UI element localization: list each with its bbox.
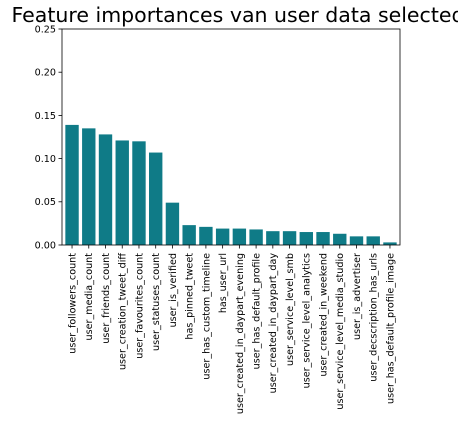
x-tick-label: user_created_in_weekend	[318, 253, 329, 377]
x-tick-label: user_is_advertiser	[352, 253, 363, 340]
x-tick-label: user_media_count	[84, 253, 95, 341]
x-tick-label: user_has_custom_timeline	[201, 253, 212, 380]
y-tick-label: 0.20	[35, 68, 56, 79]
x-tick-label: user_followers_count	[67, 253, 78, 354]
bar	[132, 141, 146, 245]
x-tick-label: user_decscription_has_urls	[369, 253, 380, 382]
bar	[115, 140, 129, 245]
bar	[366, 236, 380, 245]
x-tick-label: user_created_in_daypart_evening	[235, 253, 246, 414]
bar	[215, 228, 230, 245]
x-tick-label: user_creation_tweet_diff	[118, 253, 129, 370]
y-tick-label: 0.15	[35, 111, 56, 122]
bar	[249, 229, 263, 245]
bar	[349, 236, 364, 245]
x-tick-label: user_friends_count	[101, 253, 112, 344]
x-tick-label: has_pinned_tweet	[185, 253, 196, 340]
y-tick-label: 0.10	[35, 154, 56, 165]
bars-group	[65, 124, 397, 245]
x-tick-label: user_service_level_smb	[285, 253, 296, 366]
chart-title: Feature importances van user data select…	[12, 3, 458, 27]
x-tick-label: user_service_level_analytics	[302, 253, 313, 388]
bar	[232, 228, 247, 245]
bar	[82, 128, 96, 245]
y-tick-label: 0.25	[35, 24, 56, 35]
x-tick-label: has_user_url	[218, 253, 229, 313]
x-tick-label: user_statuses_count	[151, 253, 162, 351]
bar	[299, 232, 313, 245]
bar	[65, 124, 79, 245]
bar	[266, 231, 280, 245]
y-tick-label: 0.05	[35, 197, 56, 208]
bar	[165, 202, 180, 245]
bar	[98, 134, 113, 245]
y-axis: 0.00 0.05 0.10 0.15 0.20 0.25	[35, 24, 62, 251]
plot-frame	[61, 28, 401, 246]
bar	[316, 232, 330, 245]
x-axis: user_followers_count user_media_count user…	[67, 245, 396, 414]
y-tick-label: 0.00	[35, 240, 56, 251]
x-tick-label: user_service_level_media_studio	[335, 253, 346, 410]
bar	[333, 233, 347, 245]
bar	[282, 231, 297, 245]
x-tick-label: user_favourites_count	[134, 253, 145, 359]
bar	[383, 242, 397, 245]
x-tick-label: user_is_verified	[168, 253, 179, 327]
bar	[199, 226, 213, 245]
x-tick-label: user_has_default_profile_image	[385, 253, 396, 404]
x-tick-label: user_has_default_profile	[251, 253, 262, 369]
bar	[182, 225, 196, 245]
bar	[149, 152, 163, 245]
x-tick-label: user_created_in_daypart_day	[268, 253, 279, 394]
